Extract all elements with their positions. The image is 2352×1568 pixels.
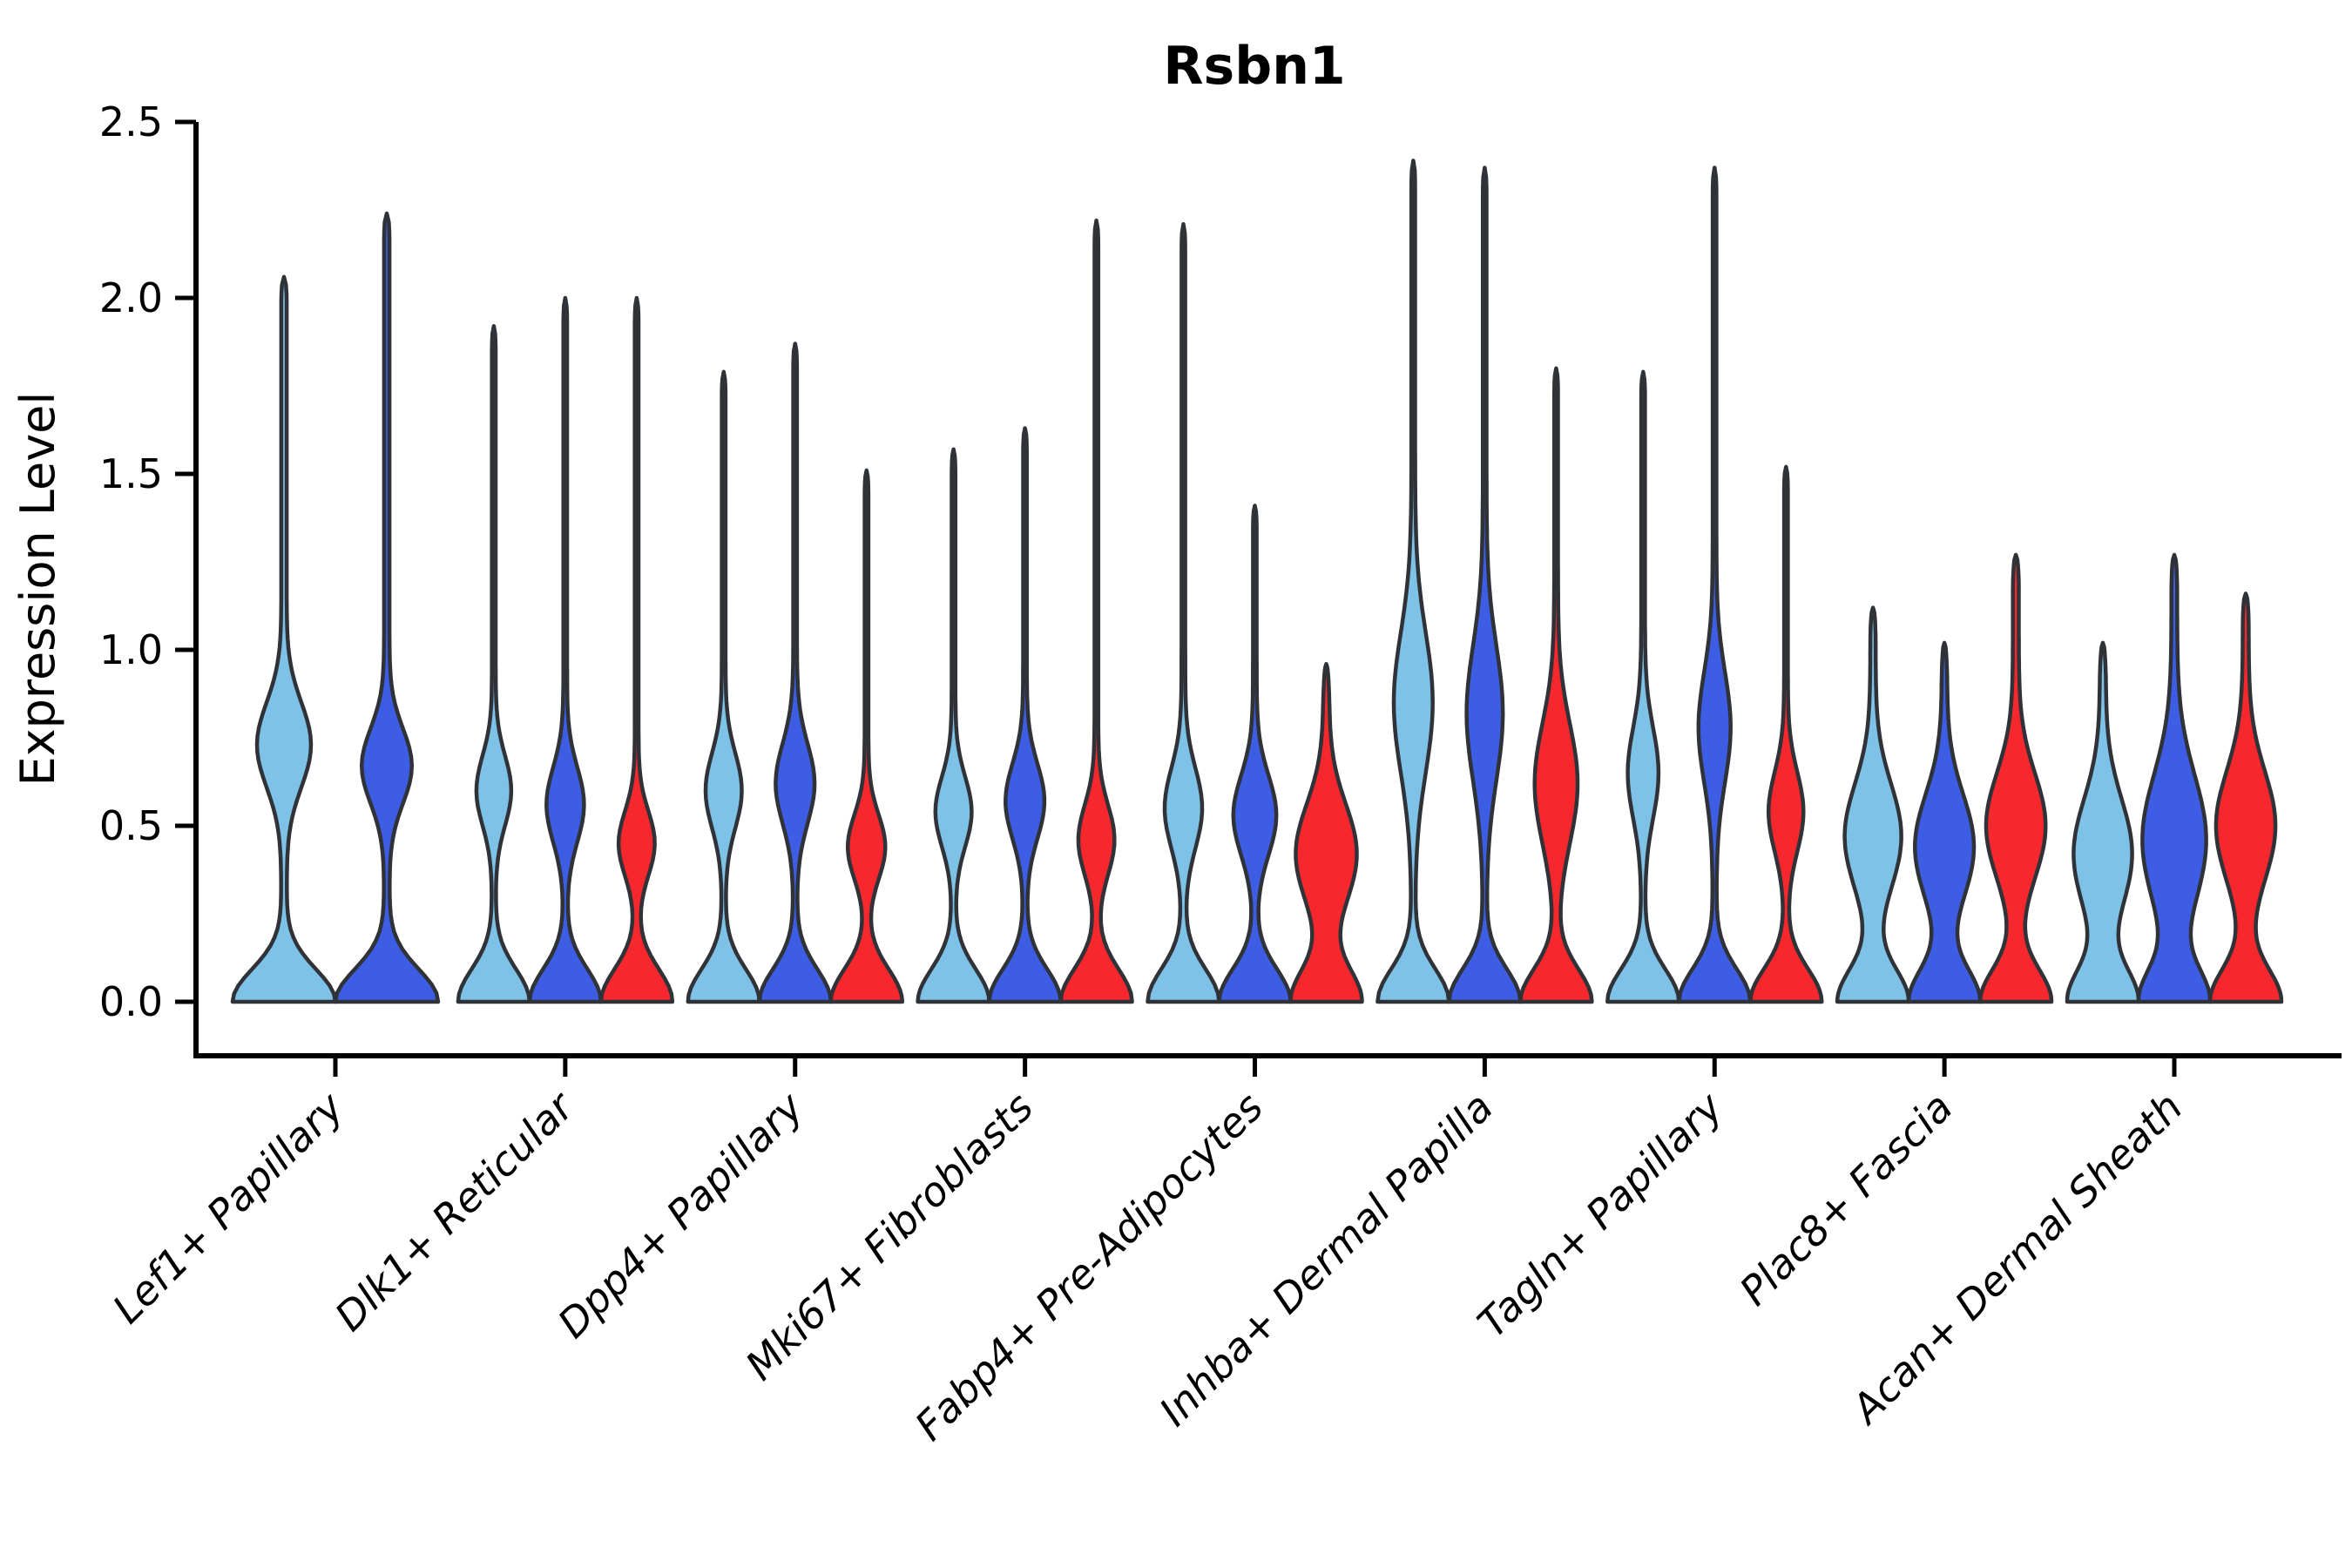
- y-axis-label: Expression Level: [10, 392, 65, 787]
- violin-8-red: [1977, 552, 2054, 1004]
- violin-5-dark_blue: [1217, 504, 1293, 1004]
- violin-5-light_blue: [1146, 221, 1221, 1004]
- x-tick-label: Dpp4+ Papillary: [549, 1083, 813, 1347]
- chart-title: Rsbn1: [1163, 36, 1345, 97]
- y-tick-label: 1.5: [99, 450, 163, 497]
- violin-8-light_blue: [1835, 605, 1911, 1004]
- violin-3-dark_blue: [757, 341, 834, 1004]
- violin-7-red: [1748, 464, 1824, 1004]
- x-tick-label: Tagln+ Papillary: [1469, 1083, 1733, 1347]
- x-tick-label: Plac8+ Fascia: [1731, 1084, 1962, 1315]
- violin-6-dark_blue: [1447, 166, 1523, 1004]
- x-tick-label: Lef1+ Papillary: [104, 1083, 353, 1332]
- violin-3-light_blue: [686, 369, 762, 1004]
- y-tick-label: 0.5: [99, 802, 163, 849]
- y-tick-label: 0.0: [99, 978, 163, 1025]
- violin-9-red: [2207, 591, 2284, 1004]
- violin-2-light_blue: [456, 324, 532, 1004]
- violin-1-light_blue: [230, 274, 338, 1004]
- violin-5-red: [1288, 661, 1364, 1004]
- violin-6-red: [1518, 366, 1594, 1004]
- y-tick-label: 2.0: [99, 274, 163, 321]
- violin-9-dark_blue: [2136, 552, 2213, 1004]
- violin-7-dark_blue: [1677, 166, 1753, 1004]
- violin-4-dark_blue: [987, 426, 1063, 1004]
- violin-7-light_blue: [1605, 369, 1681, 1004]
- x-tick-label: Dlk1+ Reticular: [326, 1081, 585, 1340]
- violin-9-light_blue: [2065, 640, 2141, 1004]
- violin-1-dark_blue: [333, 211, 441, 1004]
- violin-layer: [230, 159, 2284, 1004]
- violin-4-red: [1058, 218, 1134, 1004]
- y-tick-label: 2.5: [99, 98, 163, 145]
- violin-2-dark_blue: [527, 295, 604, 1004]
- y-tick-label: 1.0: [99, 626, 163, 673]
- violin-6-light_blue: [1375, 159, 1451, 1004]
- violin-2-red: [598, 295, 675, 1004]
- violin-4-light_blue: [916, 447, 991, 1004]
- violin-3-red: [828, 468, 905, 1004]
- violin-8-dark_blue: [1906, 640, 1983, 1004]
